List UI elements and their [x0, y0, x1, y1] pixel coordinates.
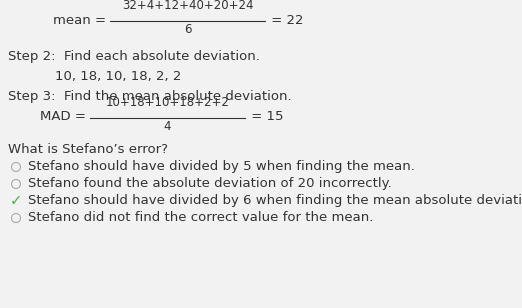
Text: 10, 18, 10, 18, 2, 2: 10, 18, 10, 18, 2, 2	[55, 70, 181, 83]
Text: Stefano should have divided by 5 when finding the mean.: Stefano should have divided by 5 when fi…	[28, 160, 415, 173]
Text: What is Stefano’s error?: What is Stefano’s error?	[8, 143, 168, 156]
Text: ✓: ✓	[10, 193, 22, 209]
Text: Step 2:  Find each absolute deviation.: Step 2: Find each absolute deviation.	[8, 50, 260, 63]
Text: Step 3:  Find the mean absolute deviation.: Step 3: Find the mean absolute deviation…	[8, 90, 292, 103]
Text: Stefano did not find the correct value for the mean.: Stefano did not find the correct value f…	[28, 211, 373, 224]
Text: mean =: mean =	[53, 14, 110, 26]
Text: Stefano found the absolute deviation of 20 incorrectly.: Stefano found the absolute deviation of …	[28, 177, 391, 190]
Text: 4: 4	[164, 120, 171, 133]
Text: = 15: = 15	[247, 111, 283, 124]
Text: 6: 6	[184, 23, 191, 36]
Text: 32+4+12+40+20+24: 32+4+12+40+20+24	[122, 0, 253, 12]
Text: = 22: = 22	[267, 14, 303, 26]
Text: MAD =: MAD =	[40, 111, 90, 124]
Text: Stefano should have divided by 6 when finding the mean absolute deviation.: Stefano should have divided by 6 when fi…	[28, 194, 522, 207]
Text: 10+18+10+18+2+2: 10+18+10+18+2+2	[105, 96, 230, 109]
